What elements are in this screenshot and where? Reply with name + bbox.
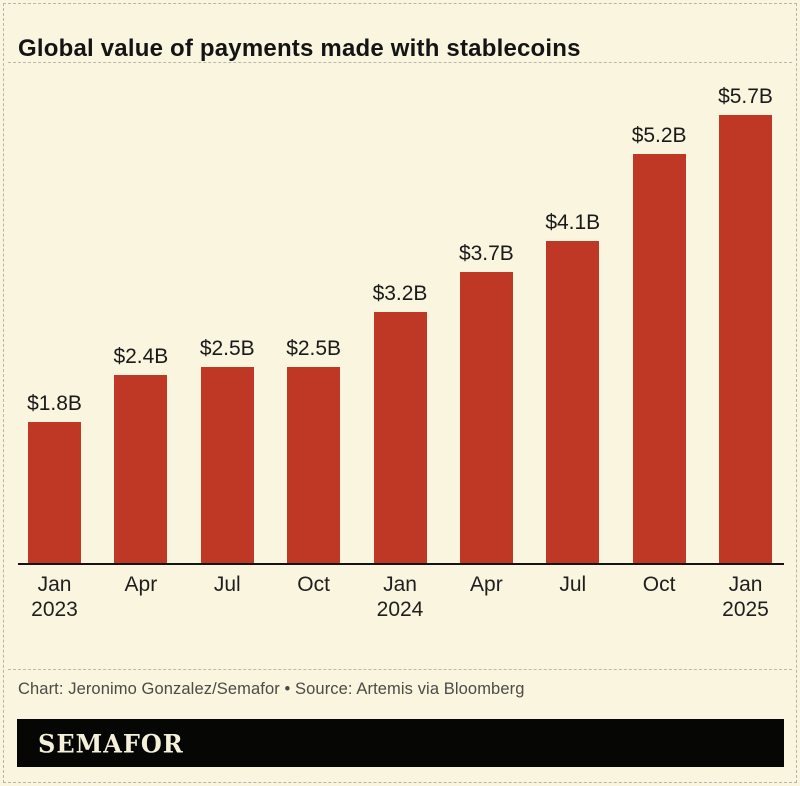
bar-column: $2.5B [286,337,342,564]
bar-column: $2.5B [199,337,255,564]
x-tick-month: Oct [297,573,330,596]
chart-title: Global value of payments made with stabl… [18,35,581,63]
x-tick-year: 2024 [376,598,424,621]
title-divider [8,62,792,63]
bars-container: $1.8B $2.4B $2.5B $2.5B $3.2B $3.7B $4.1B $5.2B… [18,70,784,564]
bar-chart: $1.8B $2.4B $2.5B $2.5B $3.2B $3.7B $4.1B $5.2B… [18,70,784,564]
x-tick-label: Jan 2024 [374,572,427,622]
bar [719,115,772,564]
x-tick-label: Oct [633,572,686,622]
x-tick-label: Jul [546,572,599,622]
bar-column: $3.7B [458,242,514,564]
bar-value-label: $3.2B [372,282,428,305]
footer-divider [8,669,792,670]
x-axis-tick-labels: Jan 2023 Apr Jul Oct Jan 2024 Apr Jul Oct Jan 2025 [18,572,784,622]
bar-column: $5.2B [631,124,687,564]
x-tick-label: Jan 2023 [28,572,81,622]
bar-value-label: $1.8B [27,392,82,415]
x-tick-month: Jan [37,573,72,596]
x-tick-label: Oct [287,572,340,622]
x-tick-label: Jul [201,572,254,622]
x-tick-month: Apr [470,573,503,596]
bar [546,241,600,564]
bar-value-label: $5.2B [631,124,687,147]
x-tick-label: Apr [114,572,167,622]
bar [459,272,513,564]
bar [287,367,341,564]
x-tick-month: Apr [124,573,158,596]
x-tick-month: Jan [728,573,763,596]
x-tick-month: Oct [642,573,676,596]
bar-value-label: $4.1B [545,211,601,234]
bar-value-label: $2.5B [199,337,255,360]
x-tick-month: Jan [383,573,417,596]
x-tick-label: Apr [460,572,513,622]
semafor-logo-bar: SEMAFOR [17,719,784,767]
bar-column: $2.4B [113,345,169,564]
bar-column: $3.2B [372,282,428,564]
x-tick-year: 2025 [722,598,769,621]
bar [28,422,81,564]
bar-value-label: $2.4B [113,345,169,368]
bar [632,154,686,564]
x-tick-year: 2023 [31,598,78,621]
x-tick-month: Jul [213,573,241,596]
bar [200,367,254,564]
bar [114,375,168,564]
bar [373,312,427,564]
x-axis-line [18,563,784,565]
bar-value-label: $5.7B [718,85,773,108]
bar-column: $4.1B [545,211,601,564]
x-tick-month: Jul [559,573,587,596]
credit-source-line: Chart: Jeronimo Gonzalez/Semafor • Sourc… [18,680,525,698]
bar-column: $5.7B [718,85,773,564]
x-tick-label: Jan 2025 [719,572,772,622]
bar-value-label: $2.5B [286,337,342,360]
semafor-logo: SEMAFOR [38,727,184,759]
bar-value-label: $3.7B [458,242,514,265]
bar-column: $1.8B [27,392,82,564]
